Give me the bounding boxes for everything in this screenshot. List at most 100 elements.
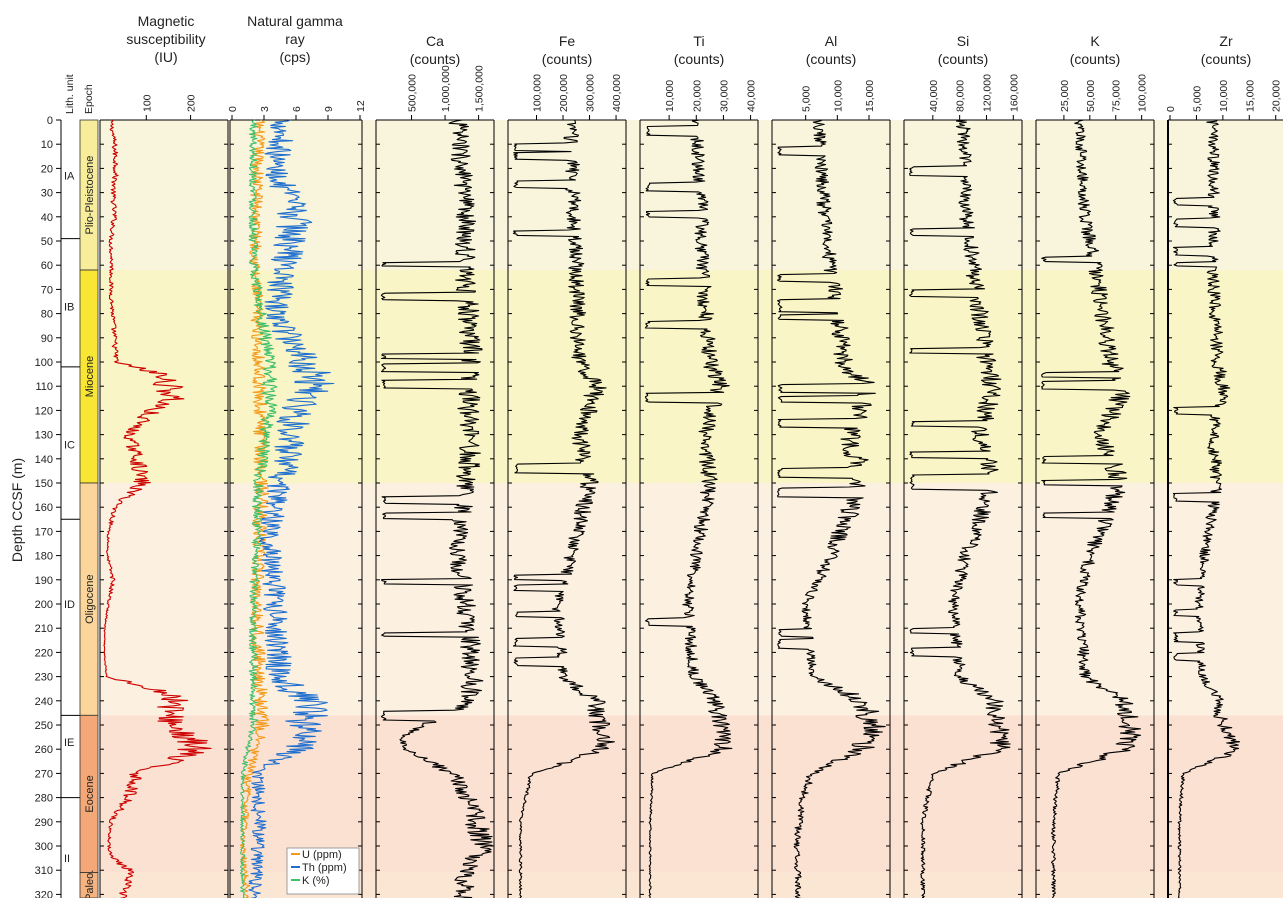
depth-tick-label: 50 xyxy=(41,236,53,248)
panel-title: K xyxy=(1090,33,1100,49)
panel-4: Ti (counts) 10,000 20,000 30,000 40,000 xyxy=(639,33,759,898)
depth-tick-label: 270 xyxy=(35,768,53,780)
series-trace-0-0 xyxy=(103,119,212,898)
panel-x-tick-label: 12 xyxy=(355,100,367,112)
panel-x-tick-label: 75,000 xyxy=(1111,80,1123,112)
series-trace-7-0 xyxy=(1040,119,1142,898)
legend-label: U (ppm) xyxy=(302,849,342,861)
panel-x-tick-label: 20,000 xyxy=(1271,80,1283,112)
panel-title: Magnetic xyxy=(138,13,195,29)
panel-title: (cps) xyxy=(279,49,310,65)
panel-title: (counts) xyxy=(674,51,725,67)
panel-x-tick-label: 10,000 xyxy=(664,80,676,112)
panel-x-tick-label: 0 xyxy=(227,106,239,112)
depth-tick-label: 40 xyxy=(41,212,53,224)
panel-x-tick-label: 200 xyxy=(186,94,198,112)
background-band xyxy=(100,483,1283,716)
depth-tick-label: 180 xyxy=(35,551,53,563)
panel-x-tick-label: 500,000 xyxy=(407,74,419,112)
depth-tick-label: 100 xyxy=(35,357,53,369)
lith-unit-label: ID xyxy=(64,599,75,611)
depth-tick-label: 120 xyxy=(35,405,53,417)
depth-tick-label: 20 xyxy=(41,163,53,175)
background-band xyxy=(100,715,1283,873)
depth-tick-label: 320 xyxy=(35,889,53,898)
panel-x-tick-label: 10,000 xyxy=(832,80,844,112)
panel-x-tick-label: 15,000 xyxy=(1244,80,1256,112)
depth-tick-label: 200 xyxy=(35,599,53,611)
epoch-column: Epoch Plio-Pleistocene Miocene Oligocene Eoc… xyxy=(79,84,99,898)
panel-3: Fe (counts) 100,000 200,000 300,000 400,000 xyxy=(507,33,627,898)
depth-tick-label: 210 xyxy=(35,623,53,635)
depth-tick-label: 80 xyxy=(41,309,53,321)
depth-tick-label: 0 xyxy=(47,115,53,127)
panel-0: Magnetic susceptibility (IU) 100 200 xyxy=(99,13,229,898)
panel-x-tick-label: 400,000 xyxy=(611,74,623,112)
log-panels: Magnetic susceptibility (IU) 100 200 Natural … xyxy=(99,13,1283,898)
legend-label: Th (ppm) xyxy=(302,862,347,874)
lith-unit-label: IA xyxy=(64,171,75,183)
gamma-legend: U (ppm)Th (ppm)K (%) xyxy=(286,847,360,895)
panel-x-tick-label: 6 xyxy=(291,106,303,112)
panel-x-tick-label: 3 xyxy=(259,106,271,112)
depth-tick-label: 250 xyxy=(35,720,53,732)
panel-x-tick-label: 80,000 xyxy=(955,80,967,112)
series-trace-1-2 xyxy=(240,119,278,898)
series-trace-1-1 xyxy=(248,119,335,898)
epoch-label: Eocene xyxy=(84,775,96,812)
depth-tick-label: 170 xyxy=(35,526,53,538)
panel-x-tick-label: 40,000 xyxy=(746,80,758,112)
lith-unit-label: IC xyxy=(64,439,75,451)
panel-title: ray xyxy=(285,31,304,47)
panel-x-tick-label: 9 xyxy=(323,106,335,112)
panel-6: Si (counts) 40,000 80,000 120,000 160,000 xyxy=(903,33,1023,898)
panel-x-tick-label: 5,000 xyxy=(1191,86,1203,112)
panel-x-tick-label: 5,000 xyxy=(801,86,813,112)
panel-x-tick-label: 300,000 xyxy=(585,74,597,112)
panel-title: Si xyxy=(957,33,969,49)
panel-x-tick-label: 100,000 xyxy=(532,74,544,112)
series-trace-3-0 xyxy=(512,119,615,898)
panel-title: (IU) xyxy=(154,49,177,65)
panel-title: (counts) xyxy=(938,51,989,67)
depth-tick-label: 90 xyxy=(41,333,53,345)
depth-tick-label: 110 xyxy=(35,381,53,393)
depth-tick-label: 290 xyxy=(35,817,53,829)
panel-title: Ca xyxy=(426,33,444,49)
epoch-background-bands xyxy=(100,120,1283,898)
series-trace-8-0 xyxy=(1172,119,1241,898)
panel-x-tick-label: 15,000 xyxy=(864,80,876,112)
panel-title: (counts) xyxy=(542,51,593,67)
panel-title: Zr xyxy=(1219,33,1233,49)
lith-unit-column: Lith. unit IA IB IC ID IE II xyxy=(61,74,80,865)
epoch-header: Epoch xyxy=(83,84,95,114)
depth-axis-title: Depth CCSF (m) xyxy=(9,458,25,562)
series-trace-6-0 xyxy=(909,119,1011,898)
depth-tick-label: 70 xyxy=(41,284,53,296)
panel-x-tick-label: 160,000 xyxy=(1008,74,1020,112)
epoch-label: Plio-Pleistocene xyxy=(84,156,96,235)
background-band xyxy=(100,270,1283,483)
depth-tick-label: 190 xyxy=(35,575,53,587)
panel-x-tick-label: 40,000 xyxy=(928,80,940,112)
panel-x-tick-label: 20,000 xyxy=(691,80,703,112)
lith-unit-header: Lith. unit xyxy=(64,74,76,114)
depth-tick-label: 220 xyxy=(35,647,53,659)
legend-box xyxy=(286,847,360,895)
panel-title: Al xyxy=(825,33,837,49)
panel-x-tick-label: 1,500,000 xyxy=(474,65,486,112)
depth-tick-label: 60 xyxy=(41,260,53,272)
panel-title: Natural gamma xyxy=(247,13,343,29)
depth-tick-label: 260 xyxy=(35,744,53,756)
depth-axis: 0 10 20 30 40 50 60 70 80 90 100 110 120 130 140 150 160… xyxy=(9,115,62,898)
epoch-label: Miocene xyxy=(84,356,96,398)
lith-unit-label: IE xyxy=(64,737,74,749)
panel-title: susceptibility xyxy=(126,31,205,47)
panel-x-tick-label: 100 xyxy=(141,94,153,112)
panel-1: Natural gamma ray (cps) 0 3 6 9 12 xyxy=(227,13,367,898)
panel-title: Ti xyxy=(693,33,704,49)
panel-x-tick-label: 25,000 xyxy=(1059,80,1071,112)
series-trace-5-0 xyxy=(776,119,886,898)
panel-x-tick-label: 10,000 xyxy=(1218,80,1230,112)
